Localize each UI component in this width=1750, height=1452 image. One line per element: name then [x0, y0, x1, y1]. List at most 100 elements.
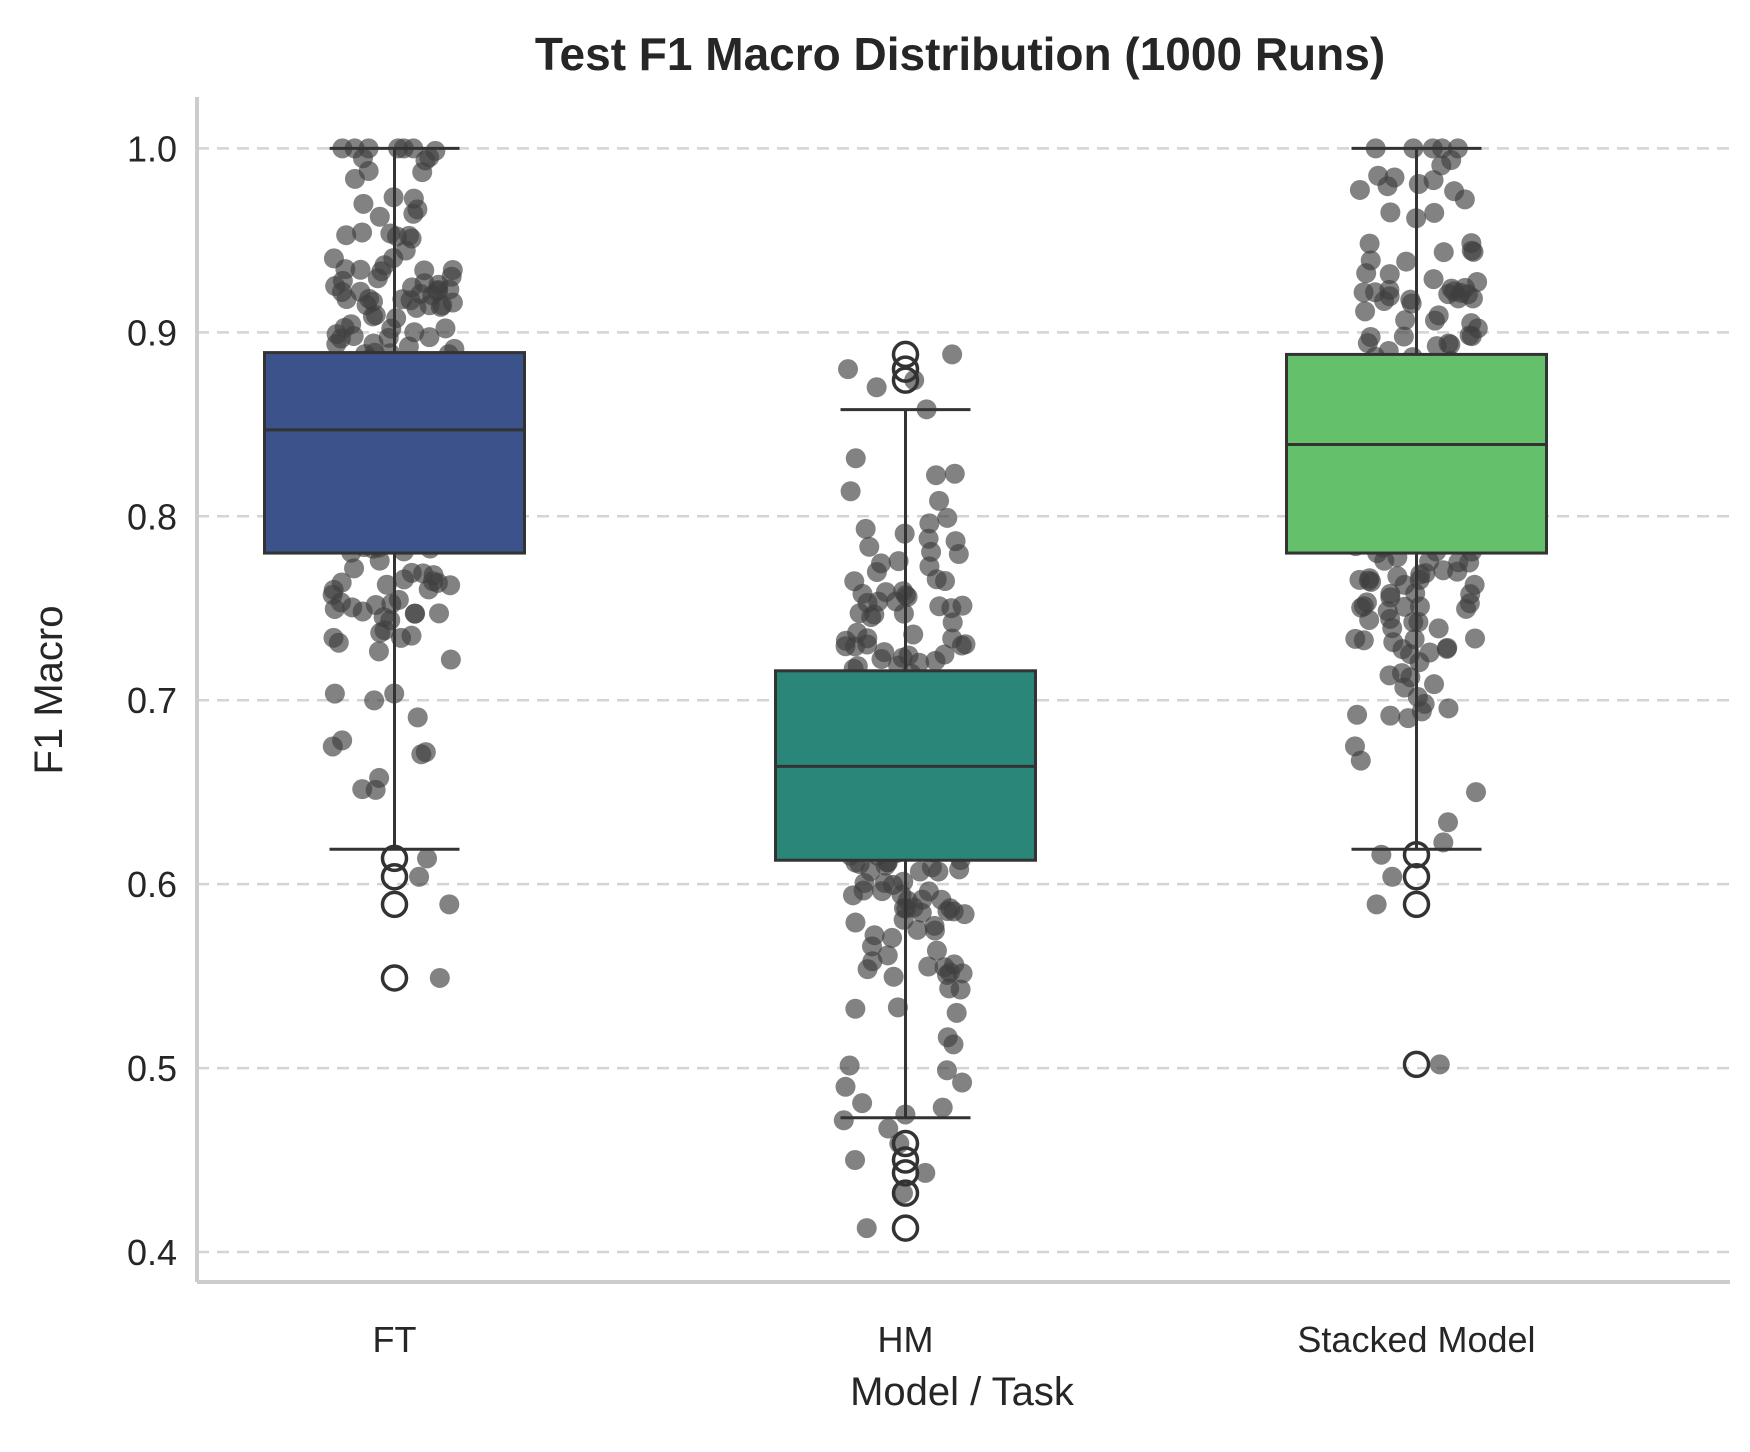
- outlier-marker: [891, 1146, 920, 1174]
- jitter-point: [1382, 618, 1403, 639]
- jitter-point: [866, 561, 887, 582]
- jitter-point: [852, 1093, 873, 1114]
- jitter-point: [941, 598, 962, 619]
- jitter-point: [344, 168, 365, 189]
- jitter-point: [1396, 251, 1417, 272]
- jitter-point: [1393, 326, 1414, 347]
- jitter-point: [402, 277, 423, 298]
- y-tick-label: 0.8: [127, 496, 177, 537]
- jitter-point: [368, 641, 389, 662]
- jitter-point: [893, 581, 914, 602]
- outlier-marker: [1402, 890, 1431, 919]
- jitter-point: [857, 959, 878, 980]
- jitter-point: [1447, 561, 1468, 582]
- jitter-point: [352, 222, 373, 243]
- jitter-point: [429, 603, 450, 624]
- box-iqr: [1285, 352, 1548, 555]
- jitter-point: [845, 448, 866, 469]
- jitter-point: [1440, 334, 1461, 355]
- jitter-point: [409, 866, 430, 887]
- jitter-point: [944, 463, 965, 484]
- jitter-point: [376, 574, 397, 595]
- jitter-point: [330, 592, 351, 613]
- jitter-point: [845, 912, 866, 933]
- jitter-point: [1350, 750, 1371, 771]
- jitter-point: [907, 919, 928, 940]
- jitter-point: [839, 1055, 860, 1076]
- jitter-point: [350, 259, 371, 280]
- x-tick-label: FT: [373, 1319, 417, 1360]
- jitter-point: [926, 569, 947, 590]
- jitter-point: [365, 594, 386, 615]
- jitter-point: [1466, 782, 1487, 803]
- jitter-point: [353, 193, 374, 214]
- y-tick-label: 0.6: [127, 864, 177, 905]
- jitter-point: [401, 228, 422, 249]
- jitter-point: [842, 885, 863, 906]
- jitter-point: [856, 1218, 877, 1239]
- jitter-point: [1424, 202, 1445, 223]
- jitter-point: [919, 513, 940, 534]
- jitter-point: [1366, 894, 1387, 915]
- jitter-point: [1360, 326, 1381, 347]
- jitter-point: [1394, 596, 1415, 617]
- y-axis-label: F1 Macro: [27, 606, 71, 775]
- jitter-point: [859, 536, 880, 557]
- jitter-point: [369, 206, 390, 227]
- jitter-point: [1428, 618, 1449, 639]
- jitter-point: [1408, 173, 1429, 194]
- jitter-point: [344, 558, 365, 579]
- jitter-point: [864, 925, 885, 946]
- y-tick-label: 0.5: [127, 1048, 177, 1089]
- jitter-point: [1377, 601, 1398, 622]
- jitter-point: [1382, 866, 1403, 887]
- jitter-point: [336, 289, 357, 310]
- jitter-point: [939, 978, 960, 999]
- outlier-marker: [1402, 840, 1431, 869]
- jitter-point: [918, 528, 939, 549]
- jitter-point: [903, 624, 924, 645]
- outlier-marker: [1402, 863, 1431, 891]
- jitter-point: [882, 927, 903, 948]
- jitter-point: [432, 295, 453, 316]
- jitter-point: [948, 544, 969, 565]
- jitter-point: [332, 730, 353, 751]
- jitter-point: [1436, 638, 1457, 659]
- outlier-marker: [891, 1179, 920, 1207]
- jitter-point: [403, 188, 424, 209]
- jitter-point: [429, 967, 450, 988]
- y-tick-label: 0.7: [127, 680, 177, 721]
- y-tick-label: 0.9: [127, 312, 177, 353]
- jitter-point: [1398, 708, 1419, 729]
- jitter-point: [892, 1183, 913, 1204]
- jitter-point: [419, 147, 440, 168]
- jitter-point: [1444, 181, 1465, 202]
- jitter-point: [1355, 301, 1376, 322]
- jitter-point: [904, 370, 925, 391]
- jitter-point: [440, 575, 461, 596]
- outlier-marker: [380, 844, 409, 873]
- outlier-marker: [891, 355, 920, 383]
- jitter-point: [1379, 264, 1400, 285]
- y-tick-label: 1.0: [127, 128, 177, 169]
- jitter-point: [1360, 250, 1381, 271]
- jitter-point: [840, 481, 861, 502]
- jitter-point: [324, 683, 345, 704]
- jitter-point: [435, 318, 456, 339]
- jitter-point: [838, 359, 859, 380]
- outlier-marker: [380, 964, 409, 992]
- jitter-point: [921, 857, 942, 878]
- jitter-point: [1459, 325, 1480, 346]
- jitter-point: [364, 690, 385, 711]
- jitter-point: [929, 490, 950, 511]
- jitter-point: [414, 260, 435, 281]
- jitter-point: [428, 280, 449, 301]
- jitter-point: [866, 377, 887, 398]
- jitter-point: [1428, 305, 1449, 326]
- jitter-point: [401, 562, 422, 583]
- jitter-point: [1433, 832, 1454, 853]
- jitter-point: [924, 915, 945, 936]
- jitter-point: [1448, 288, 1469, 309]
- jitter-point: [926, 465, 947, 486]
- jitter-point: [374, 620, 395, 641]
